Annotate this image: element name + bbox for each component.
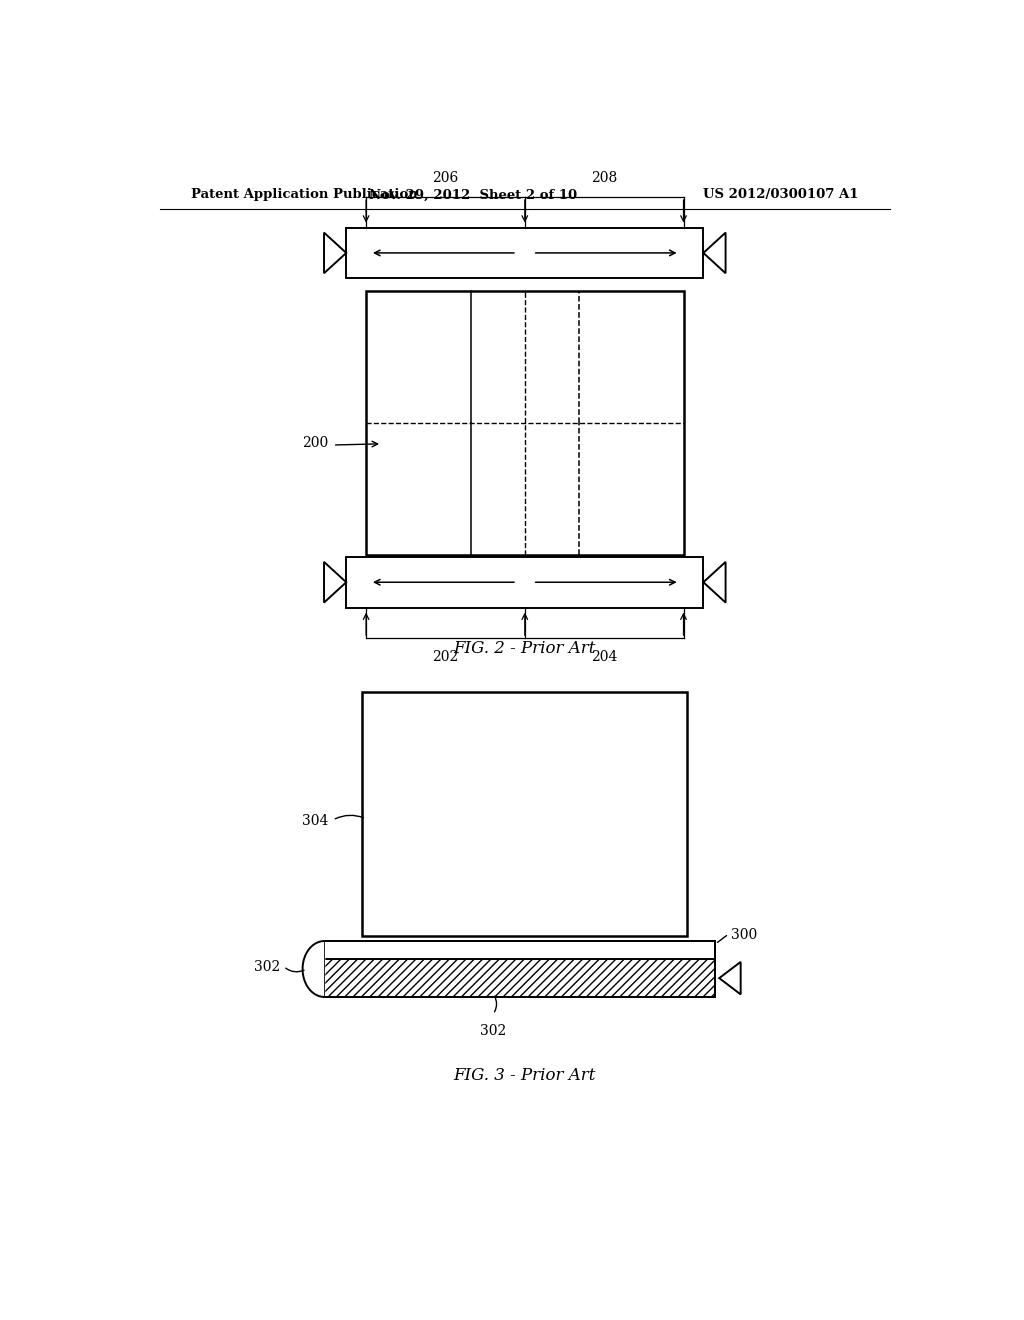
Bar [325, 941, 715, 960]
Bar [325, 960, 715, 997]
Bar [346, 227, 703, 279]
Text: 208: 208 [591, 170, 617, 185]
Text: FIG. 2 - Prior Art: FIG. 2 - Prior Art [454, 640, 596, 657]
Text: 302: 302 [254, 961, 281, 974]
Text: 300: 300 [731, 928, 758, 942]
Polygon shape [303, 941, 325, 997]
Text: 206: 206 [432, 170, 459, 185]
Text: 304: 304 [302, 814, 329, 828]
Text: US 2012/0300107 A1: US 2012/0300107 A1 [702, 189, 858, 202]
Bar [346, 557, 703, 607]
Bar [367, 290, 684, 554]
Bar [362, 692, 687, 936]
Text: 204: 204 [591, 651, 617, 664]
Text: Patent Application Publication: Patent Application Publication [191, 189, 418, 202]
Text: Nov. 29, 2012  Sheet 2 of 10: Nov. 29, 2012 Sheet 2 of 10 [370, 189, 578, 202]
Text: 200: 200 [302, 436, 328, 450]
Text: 202: 202 [432, 651, 459, 664]
Text: 302: 302 [480, 1024, 506, 1039]
Text: FIG. 3 - Prior Art: FIG. 3 - Prior Art [454, 1067, 596, 1084]
